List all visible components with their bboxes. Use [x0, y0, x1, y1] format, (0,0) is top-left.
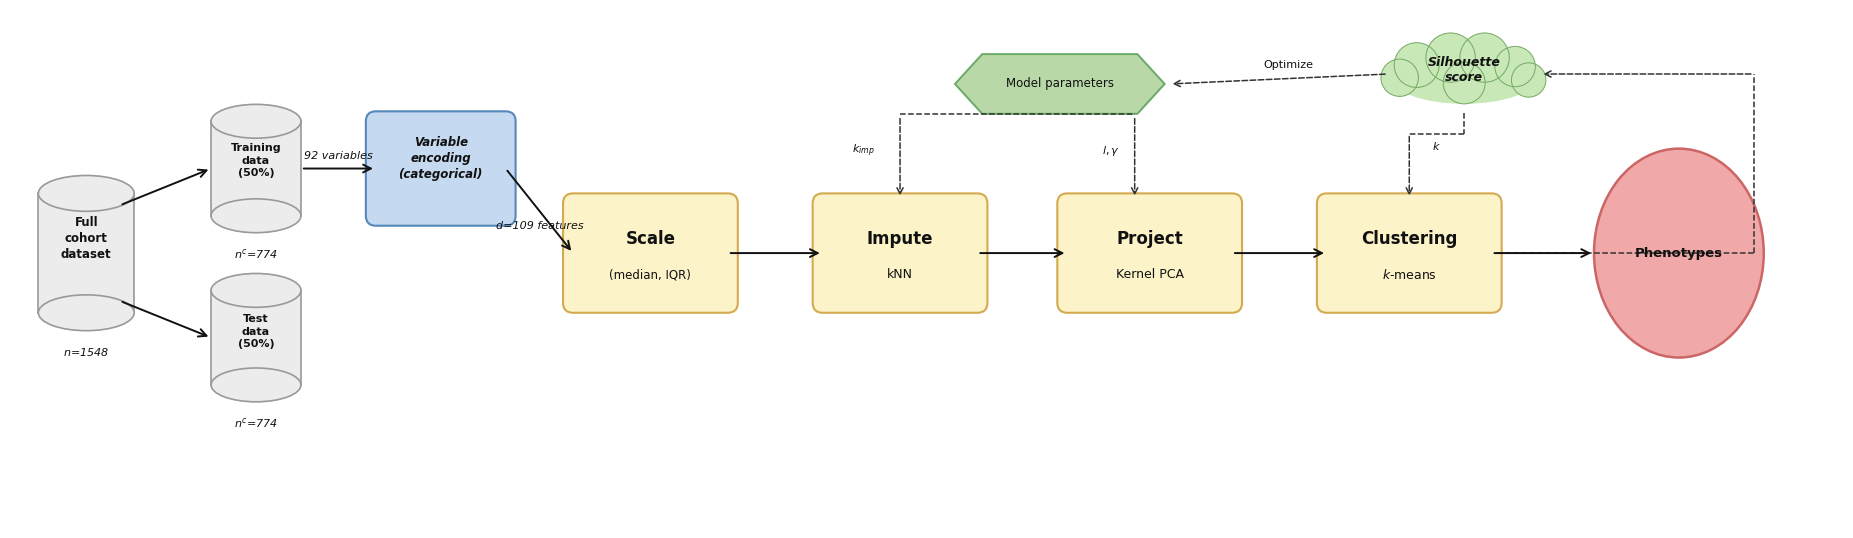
Circle shape [1380, 59, 1418, 96]
Text: Impute: Impute [867, 230, 934, 248]
Ellipse shape [211, 273, 300, 307]
Ellipse shape [211, 368, 300, 402]
Ellipse shape [1392, 52, 1536, 104]
FancyBboxPatch shape [1058, 193, 1242, 313]
Circle shape [1427, 33, 1475, 82]
Text: Full
cohort
dataset: Full cohort dataset [61, 216, 111, 260]
Text: Model parameters: Model parameters [1006, 77, 1114, 90]
Ellipse shape [211, 104, 300, 138]
Text: Phenotypes: Phenotypes [1634, 246, 1723, 259]
Bar [211, 291, 300, 385]
Polygon shape [954, 54, 1166, 114]
Text: Optimize: Optimize [1264, 60, 1314, 70]
Text: Training
data
(50%): Training data (50%) [230, 143, 282, 178]
Ellipse shape [211, 199, 300, 233]
Text: Kernel PCA: Kernel PCA [1116, 268, 1184, 281]
Text: $n$=1548: $n$=1548 [63, 345, 109, 358]
FancyBboxPatch shape [365, 111, 515, 226]
Text: Project: Project [1116, 230, 1182, 248]
Circle shape [1512, 63, 1545, 97]
Text: $k_{imp}$: $k_{imp}$ [852, 143, 875, 159]
FancyBboxPatch shape [563, 193, 737, 313]
Circle shape [1495, 46, 1536, 87]
Text: $k$-means: $k$-means [1382, 268, 1436, 282]
FancyBboxPatch shape [813, 193, 988, 313]
Ellipse shape [1594, 148, 1764, 358]
Text: kNN: kNN [888, 268, 914, 281]
Text: Clustering: Clustering [1362, 230, 1458, 248]
FancyBboxPatch shape [1317, 193, 1501, 313]
Text: Variable
encoding
(categorical): Variable encoding (categorical) [398, 136, 484, 181]
Text: $n^c$=774: $n^c$=774 [233, 246, 278, 260]
Ellipse shape [39, 175, 133, 211]
Text: d=109 features: d=109 features [495, 221, 584, 231]
Text: $k$: $k$ [1432, 140, 1442, 152]
Text: Scale: Scale [626, 230, 674, 248]
Text: Silhouette
score: Silhouette score [1429, 56, 1501, 84]
Ellipse shape [39, 295, 133, 331]
Text: 92 variables: 92 variables [304, 151, 372, 160]
Circle shape [1460, 33, 1510, 82]
Text: Test
data
(50%): Test data (50%) [237, 314, 274, 349]
Bar [39, 193, 133, 313]
Circle shape [1443, 62, 1484, 104]
Text: $l, \gamma$: $l, \gamma$ [1103, 144, 1119, 158]
Text: $n^c$=774: $n^c$=774 [233, 416, 278, 430]
Circle shape [1393, 43, 1440, 88]
Text: (median, IQR): (median, IQR) [610, 268, 691, 281]
Bar [211, 121, 300, 216]
